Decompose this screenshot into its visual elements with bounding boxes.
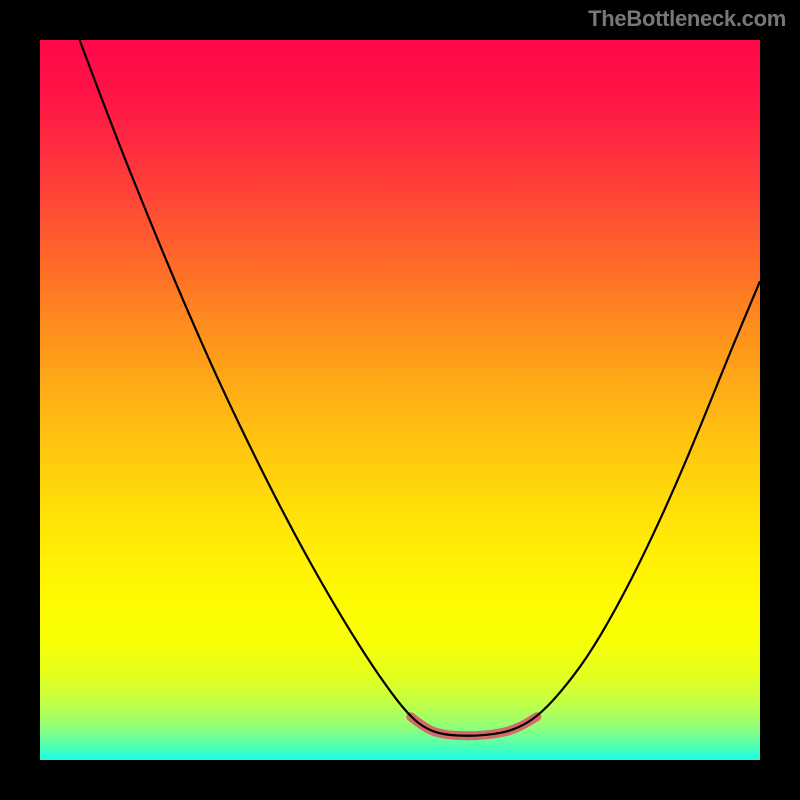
curve-overlay	[40, 40, 760, 760]
bottleneck-curve	[80, 40, 760, 736]
watermark-text: TheBottleneck.com	[588, 6, 786, 32]
plot-area	[40, 40, 760, 760]
chart-root: TheBottleneck.com	[0, 0, 800, 800]
